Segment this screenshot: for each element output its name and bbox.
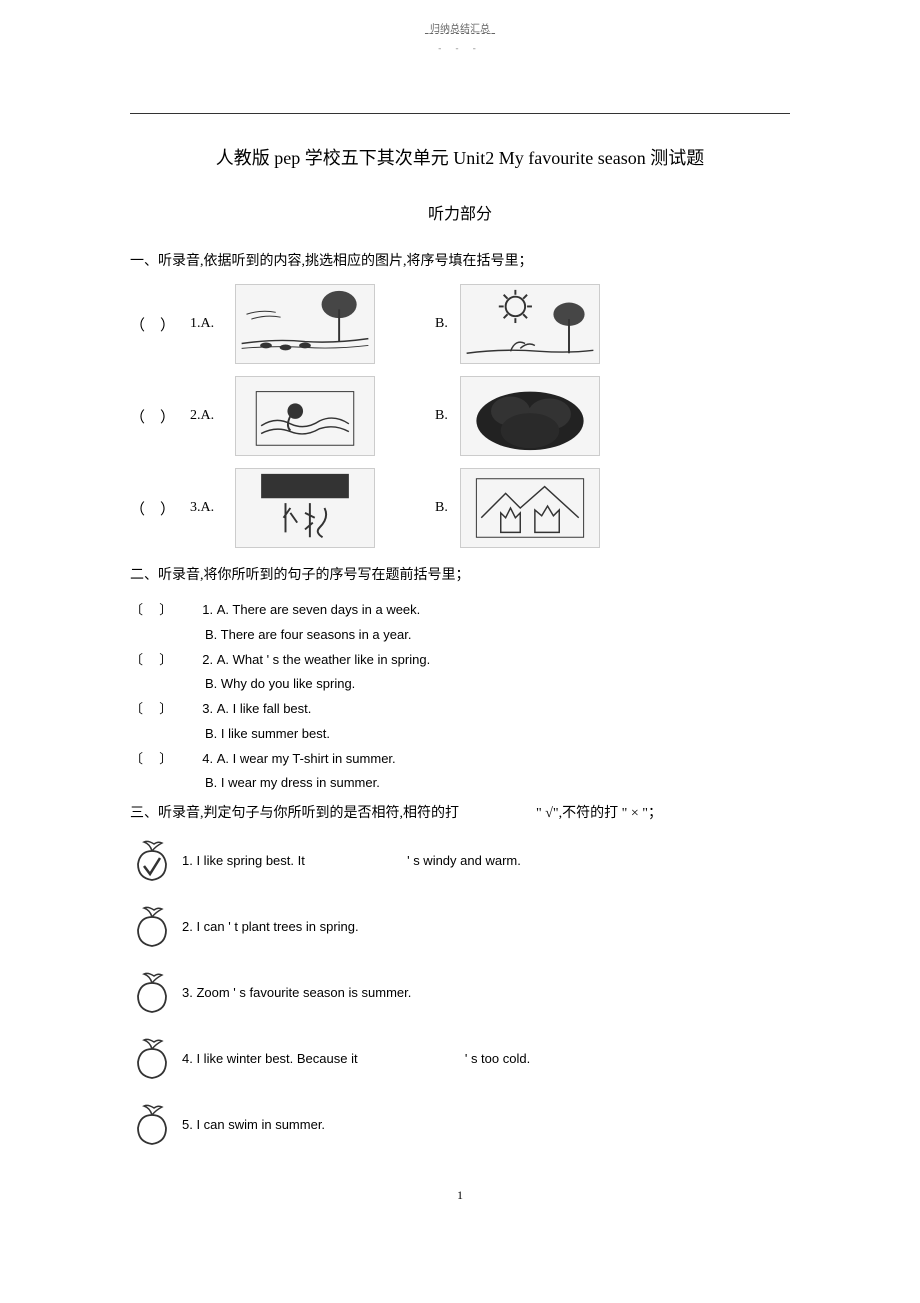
image-3a (235, 468, 375, 548)
item-number: 1.A. (190, 316, 235, 332)
section1-item-2: （ ） 2.A. B. (130, 376, 790, 456)
section2-item-2: 〔 〕 2. A. What ' s the weather like in sp… (130, 648, 790, 697)
item-number: 3.A. (190, 500, 235, 516)
option-a: 4. A. I wear my T-shirt in summer. (202, 751, 395, 766)
section1-item-1: （ ） 1.A. B. (130, 284, 790, 364)
section3-header-part2: " √",不符的打 " × "； (536, 806, 662, 821)
option-b: B. I wear my dress in summer. (205, 771, 790, 796)
section3-item-1: 1. I like spring best. It ' s windy and … (130, 836, 790, 884)
document-title: 人教版 pep 学校五下其次单元 Unit2 My favourite seas… (130, 144, 790, 170)
apple-text: 2. I can ' t plant trees in spring. (182, 919, 359, 934)
option-a: 2. A. What ' s the weather like in sprin… (202, 652, 430, 667)
apple-icon (130, 1100, 174, 1148)
option-b: B. Why do you like spring. (205, 672, 790, 697)
image-2a (235, 376, 375, 456)
section2-item-3: 〔 〕 3. A. I like fall best. B. I like sum… (130, 697, 790, 746)
option-a: 1. A. There are seven days in a week. (202, 602, 420, 617)
option-b: B. I like summer best. (205, 722, 790, 747)
section2-item-1: 〔 〕 1. A. There are seven days in a week.… (130, 598, 790, 647)
close-paren: ） (160, 406, 190, 427)
bracket: 〔 〕 (130, 701, 172, 716)
option-b: B. There are four seasons in a year. (205, 623, 790, 648)
section3-item-2: 2. I can ' t plant trees in spring. (130, 902, 790, 950)
apple-text: 5. I can swim in summer. (182, 1117, 325, 1132)
section2-header: 二、听录音,将你所听到的句子的序号写在题前括号里； (130, 563, 790, 588)
option-a: 3. A. I like fall best. (202, 701, 311, 716)
section1-item-3: （ ） 3.A. B. (130, 468, 790, 548)
bracket: 〔 〕 (130, 652, 172, 667)
apple-text: 4. I like winter best. Because it ' s to… (182, 1051, 530, 1066)
header-dashes: - - - (130, 43, 790, 53)
bracket: 〔 〕 (130, 602, 172, 617)
apple-text: 1. I like spring best. It ' s windy and … (182, 853, 521, 868)
open-paren: （ (130, 314, 160, 335)
open-paren: （ (130, 406, 160, 427)
section2-item-4: 〔 〕 4. A. I wear my T-shirt in summer. B.… (130, 747, 790, 796)
image-1b (460, 284, 600, 364)
document-page: _归纳总结汇总_ - - - 人教版 pep 学校五下其次单元 Unit2 My… (0, 0, 920, 1243)
bracket: 〔 〕 (130, 751, 172, 766)
label-b: B. (435, 500, 448, 516)
horizontal-divider (130, 113, 790, 114)
section3-item-3: 3. Zoom ' s favourite season is summer. (130, 968, 790, 1016)
apple-icon (130, 902, 174, 950)
header-summary-text: _归纳总结汇总_ (130, 20, 790, 35)
image-2b (460, 376, 600, 456)
close-paren: ） (160, 314, 190, 335)
apple-icon (130, 836, 174, 884)
document-subtitle: 听力部分 (130, 200, 790, 224)
apple-icon (130, 1034, 174, 1082)
section3-header-part1: 三、听录音,判定句子与你所听到的是否相符,相符的打 (130, 806, 459, 821)
section3-item-4: 4. I like winter best. Because it ' s to… (130, 1034, 790, 1082)
apple-text: 3. Zoom ' s favourite season is summer. (182, 985, 411, 1000)
label-b: B. (435, 408, 448, 424)
section3-item-5: 5. I can swim in summer. (130, 1100, 790, 1148)
section3-header: 三、听录音,判定句子与你所听到的是否相符,相符的打 " √",不符的打 " × … (130, 801, 790, 826)
close-paren: ） (160, 498, 190, 519)
apple-icon (130, 968, 174, 1016)
item-number: 2.A. (190, 408, 235, 424)
image-1a (235, 284, 375, 364)
label-b: B. (435, 316, 448, 332)
page-number: 1 (130, 1188, 790, 1203)
section1-header: 一、听录音,依据听到的内容,挑选相应的图片,将序号填在括号里； (130, 249, 790, 274)
open-paren: （ (130, 498, 160, 519)
image-3b (460, 468, 600, 548)
